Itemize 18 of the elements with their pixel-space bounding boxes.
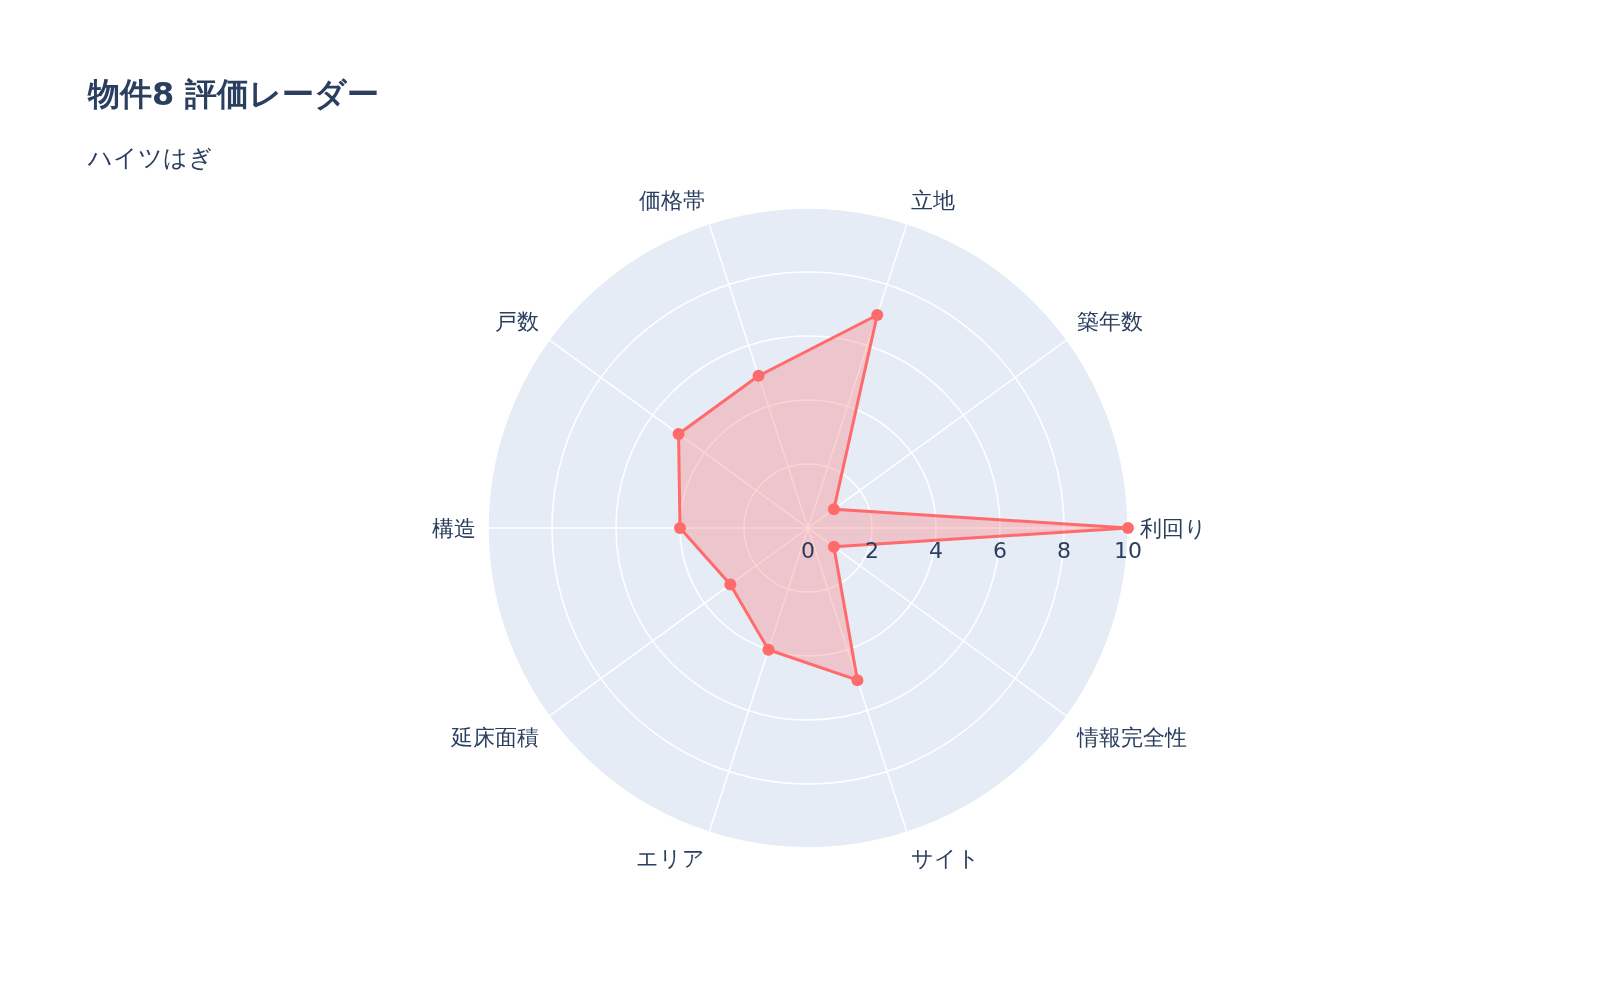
y-tick-label: 2 — [865, 538, 879, 563]
spoke-label: 価格帯 — [639, 188, 706, 214]
spoke-label: 戸数 — [495, 308, 540, 334]
chart-title: 物件8 評価レーダー — [87, 75, 380, 113]
spoke-label: 築年数 — [1076, 308, 1143, 334]
spoke-label: エリア — [636, 845, 706, 871]
y-tick-label: 4 — [929, 538, 943, 563]
spoke-label: サイト — [910, 845, 980, 871]
text: ハイツはぎ — [87, 144, 213, 172]
spoke-label: 立地 — [910, 188, 955, 214]
y-tick-label: 6 — [993, 538, 1007, 563]
y-tick-label: 0 — [801, 538, 815, 563]
spoke-label: 利回り — [1140, 516, 1207, 541]
y-tick-label: 10 — [1114, 538, 1142, 563]
spoke-label: 情報完全性 — [1075, 725, 1187, 751]
spoke-label: 構造 — [432, 516, 476, 541]
y-tick-label: 8 — [1057, 538, 1071, 563]
spoke-label: 延床面積 — [450, 725, 540, 751]
